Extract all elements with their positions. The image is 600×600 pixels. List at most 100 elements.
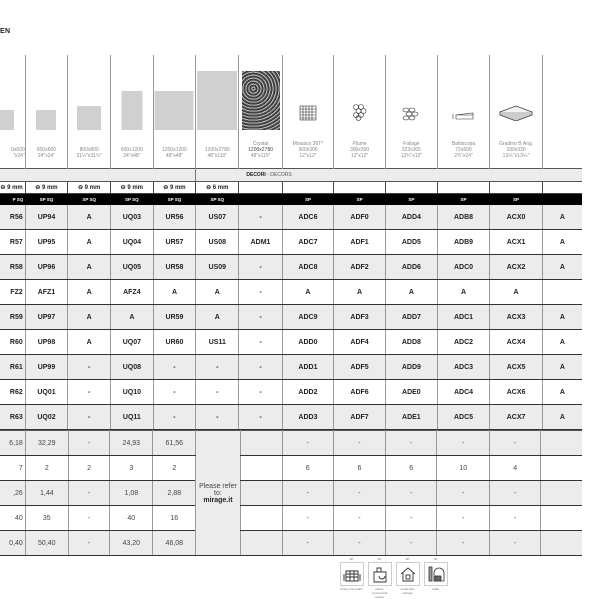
packaging-cell: - — [332, 530, 386, 556]
packaging-cell: 43,20 — [109, 530, 153, 556]
packaging-cell: - — [281, 480, 334, 506]
code-cell: - — [238, 354, 283, 380]
thickness-cell: ⊖ 9 mm — [67, 181, 111, 194]
packaging-cell: - — [436, 505, 490, 531]
size-mm: 323x305 — [401, 147, 421, 153]
code-cell: ADE0 — [385, 379, 438, 405]
shopping-bag-icon — [368, 562, 392, 586]
code-cell: UQ07 — [110, 329, 154, 355]
finish-cell: P SQ — [0, 193, 26, 205]
code-cell: A — [489, 279, 543, 305]
code-cell: UP95 — [24, 229, 68, 255]
tile-image — [36, 110, 57, 130]
code-cell: A — [67, 229, 111, 255]
code-cell: UQ08 — [110, 354, 154, 380]
finish-cell: SP — [385, 193, 438, 205]
house-icon — [396, 562, 420, 586]
code-cell: ADD3 — [281, 404, 334, 430]
thickness-cell: ⊖ 9 mm — [152, 181, 196, 194]
refer-text: Please refer to: — [199, 482, 237, 497]
column-header: Mosaico 36T* 300x300 12"x12" — [281, 55, 334, 169]
column-caption: 1200x1200 48"x48" — [154, 147, 195, 168]
usage-icon-item: SP residential settings — [396, 557, 420, 599]
code-cell: - — [238, 279, 283, 305]
size-mm: 1200x1200 — [162, 147, 187, 153]
code-cell: A — [110, 304, 154, 330]
tile-image — [154, 91, 194, 130]
packaging-cell: - — [385, 480, 437, 506]
refer-link[interactable]: mirage.it — [203, 496, 233, 504]
column-caption: 1200x2780 48"x110" — [197, 147, 238, 168]
finish-cell: SP SQ — [25, 193, 68, 205]
table-row: R58 UP96 A UQ05 UR58 US09- ADC8 ADF2 ADD6 ADC0 ACX… — [0, 254, 582, 280]
usage-icons: SP heavy foot traffic SP indoor commercial … — [340, 557, 448, 599]
code-cell: ADC0 — [436, 254, 490, 280]
code-cell: AFZ4 — [110, 279, 154, 305]
code-cell: ADC1 — [436, 304, 490, 330]
code-cell: A — [385, 279, 438, 305]
section-title: EN — [0, 28, 11, 35]
tile-image — [121, 91, 143, 130]
code-cell: UP96 — [24, 254, 68, 280]
packaging-cell: 4 — [489, 455, 541, 481]
packaging-cell: - — [281, 505, 334, 531]
column-header: 1200x2780 48"x110" — [195, 55, 239, 169]
code-cell: ADC8 — [281, 254, 334, 280]
code-cell: ADC3 — [436, 354, 490, 380]
table-row: R59 UP97 A A UR59 A - ADC9 ADF3 ADD7 ADC1 ACX3 A — [0, 304, 582, 330]
product-name: Foliage — [403, 141, 420, 147]
code-cell: UQ05 — [110, 254, 154, 280]
size-inches: 2¾"x24" — [454, 153, 473, 159]
code-cell: R63 — [0, 404, 26, 430]
packaging-cell: - — [332, 480, 386, 506]
code-cell: ADD7 — [385, 304, 438, 330]
code-cell: - — [238, 379, 283, 405]
table-row: R57 UP95 A UQ04 UR57 US08 ADM1 ADC7 ADF1 ADD5 ADB9… — [0, 229, 582, 255]
code-cell: ADC9 — [281, 304, 334, 330]
usage-badge: SP — [405, 557, 410, 561]
packaging-cell: 24,93 — [109, 430, 153, 456]
usage-label: heavy foot traffic — [340, 587, 363, 591]
code-cell: US09 — [195, 254, 239, 280]
table-row: R62 UQ01- UQ10- - - ADD2 ADF6 ADE0 ADC4 ACX6 A — [0, 379, 582, 405]
packaging-cell: 2 — [152, 455, 196, 481]
code-cell — [541, 279, 582, 305]
column-caption: 600x1200 24"x48" — [112, 147, 153, 168]
wall-icon — [424, 562, 448, 586]
code-cell: - — [67, 404, 111, 430]
code-cell: ADC4 — [436, 379, 490, 405]
hexagon-pattern-icon — [351, 103, 369, 126]
column-caption: Mosaico 36T* 300x300 12"x12" — [283, 141, 333, 168]
thickness-icon: ⊖ — [120, 185, 128, 191]
code-cell: ADF4 — [333, 329, 386, 355]
code-cell: A — [67, 329, 111, 355]
code-cell: R59 — [0, 304, 26, 330]
code-cell: R56 — [0, 205, 26, 230]
size-mm: 800x800 — [79, 147, 99, 153]
refer-cell: Please refer to: mirage.it — [195, 430, 241, 556]
packaging-cell: - — [67, 505, 110, 531]
thickness-icon: ⊖ — [35, 185, 42, 191]
product-name: Crystal — [252, 141, 269, 147]
code-cell: US07 — [195, 205, 239, 230]
packaging-cell: - — [67, 480, 110, 506]
code-cell: - — [238, 205, 283, 230]
code-cell: ADF7 — [333, 404, 386, 430]
packaging-cell: 35 — [24, 505, 69, 531]
table-row: R56 UP94 A UQ03 UR56 US07- ADC6 ADF0 ADD4 ADB8 ACX… — [0, 205, 582, 230]
code-cell: FZ2 — [0, 279, 26, 305]
thickness-value: 9 mm — [169, 185, 186, 191]
code-cell: ADM1 — [238, 229, 283, 255]
usage-label: walls — [432, 587, 439, 591]
size-inches: 24"x48" — [123, 153, 141, 159]
code-cell: ACX1 — [489, 229, 543, 255]
column-caption — [543, 159, 582, 168]
size-mm: 72x600 — [455, 147, 472, 153]
packaging-cell: 40 — [0, 505, 26, 531]
size-mm: 1200x2780 — [204, 147, 230, 153]
thickness-value: 9 mm — [41, 185, 58, 191]
code-cell: UQ01 — [24, 379, 68, 405]
finish-row: P SQ SP SQ SP SQ SP SQ SP SQ SP SQ SP SP SP SP SP — [0, 193, 582, 205]
thickness-icon: ⊖ — [206, 185, 213, 191]
thickness-icon: ⊖ — [77, 185, 85, 191]
